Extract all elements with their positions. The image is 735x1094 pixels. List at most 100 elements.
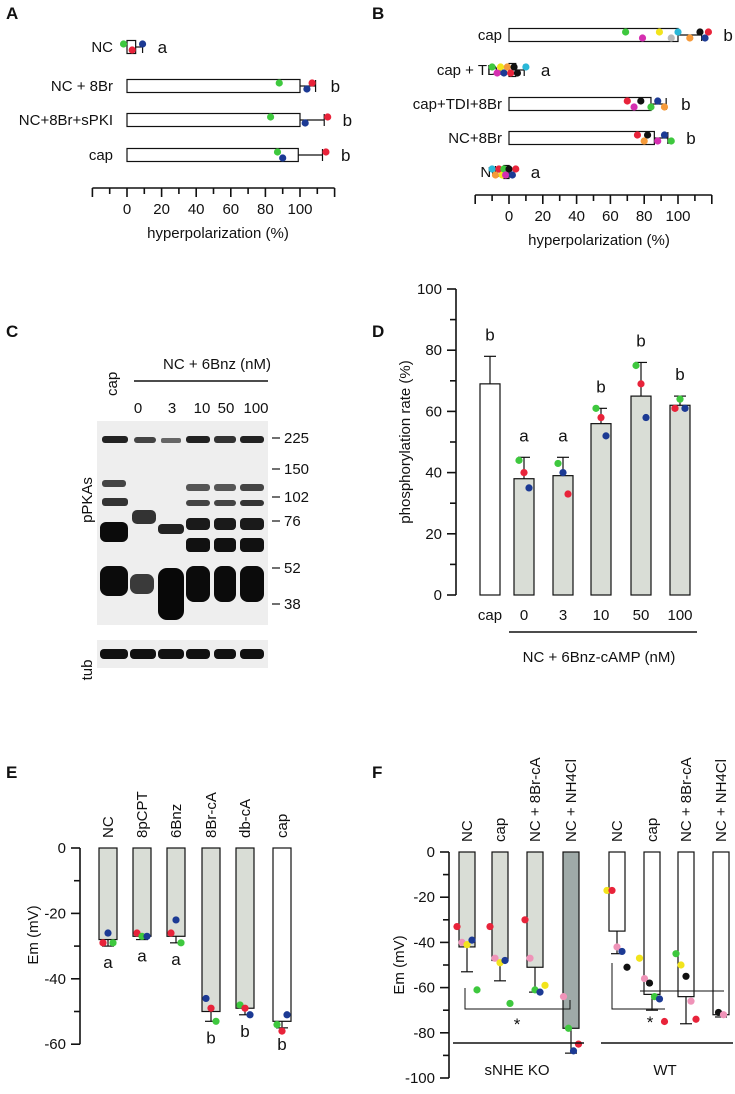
- data-point: [207, 1004, 215, 1012]
- data-point: [502, 171, 510, 179]
- data-point: [640, 974, 649, 983]
- data-point: [671, 404, 679, 412]
- data-point: [279, 154, 287, 162]
- y-tick-label: 80: [425, 342, 442, 359]
- category-label-nc-nh4cl: NC + NH4Cl: [713, 759, 730, 842]
- significance-bracket-ko: [464, 988, 571, 1010]
- x-tick-label: 100: [287, 201, 312, 218]
- significance-letter: a: [171, 950, 181, 969]
- bar-nc-8br-spki: [126, 112, 301, 128]
- significance-letter: b: [341, 146, 350, 165]
- data-point: [637, 380, 645, 388]
- y-tick-label: -60: [413, 980, 435, 997]
- data-point: [564, 1024, 573, 1032]
- y-tick-label: 100: [417, 281, 442, 298]
- x-tick-label: 0: [505, 208, 513, 225]
- data-point: [278, 1027, 286, 1035]
- data-point: [643, 131, 652, 139]
- significance-letter: b: [681, 95, 690, 114]
- blot-lane-3: 3: [168, 400, 176, 417]
- chart-f: 0 -20 -40 -60 -80 -100 Em (mV) NC cap NC + 8Br-cA…: [391, 757, 733, 1087]
- bar-8br-ca: [201, 847, 221, 1013]
- data-point: [633, 131, 642, 139]
- category-label-nc: NC: [100, 816, 117, 838]
- data-point: [266, 113, 275, 121]
- category-label-cap: cap: [478, 607, 502, 624]
- significance-letter: b: [277, 1035, 286, 1054]
- x-axis-title: hyperpolarization (%): [528, 232, 670, 249]
- data-point: [500, 69, 508, 77]
- significance-letter: b: [596, 377, 605, 396]
- category-label-cap: cap: [478, 27, 502, 44]
- data-point: [655, 28, 664, 36]
- data-point: [99, 939, 107, 947]
- category-label-10: 10: [593, 607, 610, 624]
- data-point: [623, 963, 631, 971]
- bar-nc-8br: [508, 130, 655, 146]
- data-point: [597, 413, 605, 422]
- data-point: [676, 395, 684, 403]
- data-point: [692, 1015, 700, 1023]
- significance-letter: b: [331, 77, 340, 96]
- significance-letter: b: [240, 1022, 249, 1041]
- x-tick-label: 20: [534, 208, 551, 225]
- significance-letter: b: [343, 111, 352, 130]
- data-point: [513, 69, 522, 77]
- data-point: [618, 947, 626, 956]
- bar-cap: [272, 847, 292, 1022]
- data-point: [246, 1011, 254, 1019]
- data-point: [503, 63, 511, 71]
- data-point: [283, 1011, 291, 1019]
- category-label-cap: cap: [644, 818, 661, 842]
- data-point: [642, 413, 650, 422]
- significance-letter: b: [675, 365, 684, 384]
- data-point: [536, 988, 544, 996]
- data-point: [602, 432, 610, 440]
- blot-lane-cap: cap: [104, 372, 121, 396]
- data-point: [322, 148, 330, 156]
- data-point: [104, 929, 112, 937]
- category-label-db-ca: db-cA: [237, 799, 254, 838]
- y-tick-label: 0: [58, 840, 66, 857]
- data-point: [603, 886, 611, 895]
- category-label-0: 0: [520, 607, 528, 624]
- panel-label-c: C: [6, 322, 18, 341]
- blot-bands: [100, 436, 264, 620]
- significance-letter: a: [103, 953, 113, 972]
- data-point: [677, 961, 685, 969]
- category-label-8br-ca: 8Br-cA: [203, 792, 220, 838]
- bar-nc: [98, 847, 118, 941]
- bar-100: [669, 404, 691, 596]
- data-point: [647, 103, 655, 111]
- x-tick-label: 20: [153, 201, 170, 218]
- data-point: [655, 995, 664, 1003]
- category-label-nc: NC: [609, 820, 626, 842]
- data-point: [202, 994, 210, 1003]
- y-tick-label: -80: [413, 1025, 435, 1042]
- category-label-6bnz: 6Bnz: [168, 804, 185, 838]
- data-point: [138, 932, 146, 940]
- category-label-cap: cap: [274, 814, 291, 838]
- data-point: [273, 1020, 281, 1029]
- data-point: [303, 85, 311, 93]
- bar-nc-nh4cl: [712, 851, 730, 1016]
- data-point: [507, 69, 515, 77]
- blot-header: NC + 6Bnz (nM): [163, 356, 271, 373]
- category-label-50: 50: [633, 607, 650, 624]
- significance-letter: a: [558, 426, 568, 445]
- data-point: [682, 972, 690, 980]
- panel-label-d: D: [372, 322, 384, 341]
- significance-letter: a: [158, 38, 168, 57]
- data-point: [613, 943, 621, 951]
- data-point: [632, 361, 640, 370]
- data-point: [491, 954, 499, 962]
- data-point: [505, 165, 513, 173]
- group-label-ko: sNHE KO: [484, 1062, 549, 1079]
- significance-letter: b: [485, 325, 494, 344]
- data-point: [630, 103, 638, 111]
- data-point: [554, 459, 562, 468]
- data-point: [640, 137, 648, 145]
- group-label-wt: WT: [653, 1062, 676, 1079]
- y-axis-title: Em (mV): [391, 935, 408, 994]
- data-point: [493, 69, 501, 77]
